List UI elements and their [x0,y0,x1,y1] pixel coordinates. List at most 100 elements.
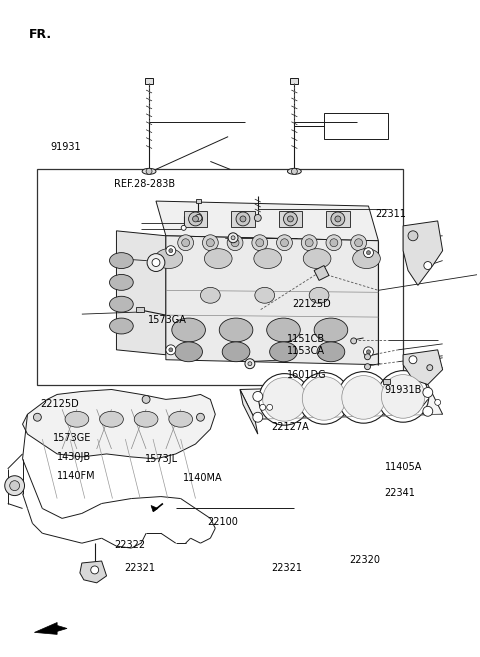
Circle shape [427,365,433,371]
Text: 22127A: 22127A [271,422,309,432]
Circle shape [355,238,362,246]
Circle shape [435,399,441,405]
Circle shape [231,236,235,240]
Circle shape [335,216,341,222]
Polygon shape [117,231,166,355]
Circle shape [288,216,293,222]
Circle shape [267,404,273,411]
Bar [231,211,255,227]
Bar [37,170,403,384]
Circle shape [408,231,418,240]
Bar [278,211,302,227]
Polygon shape [35,622,67,635]
Ellipse shape [134,411,158,427]
Circle shape [298,373,350,424]
Text: 1140FM: 1140FM [57,471,96,482]
Bar [136,307,144,312]
Bar [290,78,298,84]
Circle shape [301,235,317,251]
Circle shape [342,376,385,419]
Polygon shape [403,350,443,384]
Circle shape [260,404,266,411]
Circle shape [166,345,176,355]
Circle shape [364,353,371,360]
Text: 1573JL: 1573JL [145,454,178,464]
Circle shape [236,212,250,226]
Polygon shape [80,561,107,583]
Ellipse shape [314,318,348,342]
Polygon shape [314,265,329,281]
Bar [324,113,388,139]
Ellipse shape [172,318,205,342]
Circle shape [338,372,389,423]
Ellipse shape [142,168,156,174]
Circle shape [424,261,432,269]
Circle shape [192,216,199,222]
Circle shape [203,235,218,251]
Text: 1151CB: 1151CB [288,334,325,344]
Circle shape [181,225,186,231]
Ellipse shape [109,253,133,269]
Text: 22321: 22321 [124,563,155,573]
Circle shape [166,246,176,256]
Polygon shape [166,236,378,365]
Circle shape [377,371,429,422]
Ellipse shape [288,168,301,174]
Circle shape [305,238,313,246]
Text: 22125D: 22125D [292,299,331,309]
Polygon shape [240,390,258,434]
Polygon shape [23,390,216,459]
Circle shape [252,235,268,251]
Circle shape [146,168,152,174]
Circle shape [195,214,202,221]
Circle shape [364,364,371,370]
Circle shape [331,212,345,226]
Ellipse shape [65,411,89,427]
Text: 22311: 22311 [375,210,406,219]
Circle shape [291,168,297,174]
Circle shape [248,362,252,366]
Ellipse shape [222,342,250,362]
Ellipse shape [270,342,297,362]
Circle shape [330,238,338,246]
Circle shape [253,413,263,422]
Circle shape [276,235,292,251]
Circle shape [169,249,173,253]
Bar [184,211,207,227]
Circle shape [142,396,150,403]
Text: 1140MA: 1140MA [183,473,223,484]
Circle shape [263,378,306,421]
Circle shape [351,235,367,251]
Bar [195,199,202,203]
Circle shape [178,235,193,251]
Circle shape [256,238,264,246]
Polygon shape [403,221,443,285]
Circle shape [91,566,99,574]
Circle shape [245,359,255,369]
Circle shape [34,413,41,421]
Circle shape [280,238,288,246]
Ellipse shape [303,249,331,269]
Ellipse shape [254,249,281,269]
Text: 1573GA: 1573GA [147,315,186,325]
Text: 1153CA: 1153CA [288,346,325,355]
Ellipse shape [109,318,133,334]
Circle shape [253,392,263,401]
Circle shape [351,338,357,344]
Ellipse shape [175,342,203,362]
Circle shape [182,238,190,246]
Circle shape [409,356,417,364]
Circle shape [254,214,261,221]
Polygon shape [151,505,158,511]
Circle shape [169,348,173,351]
Bar [145,78,153,84]
Circle shape [196,413,204,421]
Text: 1573GE: 1573GE [53,433,91,443]
Ellipse shape [204,249,232,269]
Circle shape [5,476,24,495]
Ellipse shape [201,287,220,304]
Circle shape [284,212,297,226]
Circle shape [152,259,160,267]
Circle shape [10,481,20,491]
Ellipse shape [169,411,192,427]
